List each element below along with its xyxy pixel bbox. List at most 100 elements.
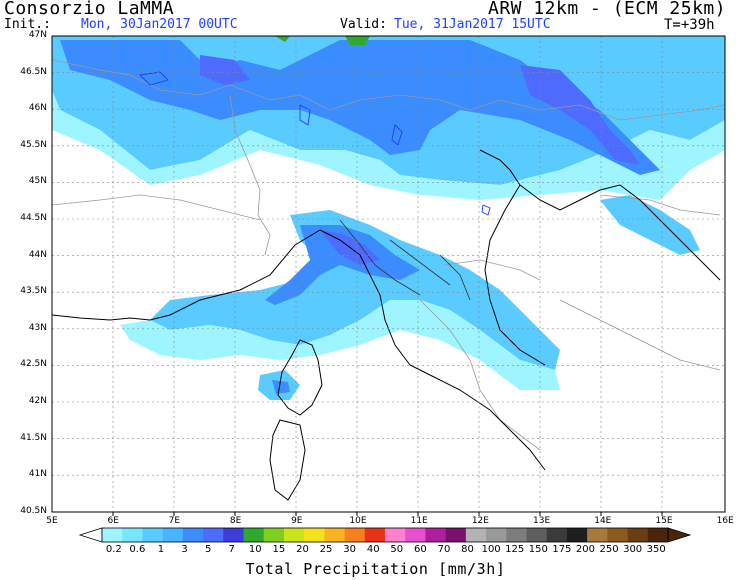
lat-tick-label: 43.5N [20, 286, 47, 297]
colorbar-label: 3 [181, 544, 188, 555]
colorbar-label: 100 [481, 544, 501, 555]
colorbar-label: 40 [366, 544, 380, 555]
colorbar-swatch [405, 528, 426, 542]
header-model-title: ARW 12km - (ECM 25km) [488, 0, 727, 19]
colorbar-swatch [142, 528, 163, 542]
country-borders [52, 59, 725, 451]
lon-tick-label: 13E [533, 516, 551, 526]
colorbar-label: 250 [599, 544, 619, 555]
precip-corsica-core [272, 380, 290, 394]
lat-tick-label: 40.5N [20, 505, 47, 516]
lon-tick-label: 16E [716, 516, 734, 526]
lon-tick-label: 6E [107, 516, 119, 526]
lat-tick-label: 46.5N [20, 66, 47, 77]
lat-tick-label: 47N [28, 30, 47, 40]
colorbar-label: 175 [552, 544, 572, 555]
colorbar-label: 1 [157, 544, 165, 555]
colorbar-swatch [263, 528, 285, 542]
colorbar [78, 527, 692, 543]
colorbar-label: 0.6 [129, 544, 146, 555]
forecast-timestep: T=+39h [664, 17, 715, 33]
colorbar-swatch [122, 528, 143, 542]
colorbar-swatch [102, 528, 123, 542]
colorbar-swatch [243, 528, 265, 542]
colorbar-label: 25 [319, 544, 333, 555]
colorbar-swatch [344, 528, 366, 542]
colorbar-swatch [182, 528, 204, 542]
colorbar-swatch [546, 528, 568, 542]
colorbar-label: 5 [204, 544, 212, 555]
colorbar-swatch [324, 528, 345, 542]
lat-tick-label: 41.5N [20, 432, 47, 443]
lakes [139, 71, 491, 216]
colorbar-title: Total Precipitation [mm/3h] [245, 560, 506, 578]
colorbar-swatch [223, 528, 244, 542]
colorbar-swatch [425, 528, 446, 542]
valid-label: Valid: [340, 17, 387, 32]
graticule [52, 36, 725, 512]
colorbar-swatch [607, 528, 628, 542]
init-label: Init.: [4, 17, 51, 32]
colorbar-swatch [506, 528, 527, 542]
colorbar-swatch [445, 528, 467, 542]
lat-tick-label: 42N [28, 396, 47, 406]
precip-alps-light [52, 90, 725, 200]
lat-tick-label: 43N [28, 322, 47, 333]
colorbar-swatch [486, 528, 507, 542]
colorbar-label: 70 [437, 544, 451, 555]
lat-tick-label: 45.5N [20, 139, 47, 150]
lon-tick-label: 8E [229, 516, 242, 526]
colorbar-frame [101, 527, 669, 543]
colorbar-swatch [304, 528, 325, 542]
lat-tick-label: 42.5N [20, 359, 47, 370]
colorbar-label: 30 [343, 544, 356, 555]
precip-green-patch [275, 36, 370, 45]
lon-tick-label: 15E [655, 516, 673, 526]
precip-apennines-core [265, 225, 420, 305]
colorbar-swatch [203, 528, 224, 542]
colorbar-swatch [465, 528, 487, 542]
precipitation-areas [52, 36, 725, 400]
colorbar-label: 125 [505, 544, 525, 555]
lon-tick-label: 9E [291, 516, 303, 526]
lat-tick-label: 46N [28, 103, 47, 114]
colorbar-label: 7 [228, 544, 235, 555]
lon-tick-label: 14E [594, 516, 612, 526]
colorbar-swatch [162, 528, 184, 542]
lon-tick-label: 7E [168, 516, 181, 526]
colorbar-swatch [385, 528, 406, 542]
lon-tick-label: 11E [410, 516, 428, 526]
colorbar-high-arrow [667, 527, 692, 543]
lat-tick-label: 44N [28, 249, 47, 260]
colorbar-label: 150 [528, 544, 548, 555]
colorbar-label: 50 [390, 544, 404, 555]
colorbar-label: 20 [296, 544, 309, 555]
precip-apennines-light [120, 300, 560, 390]
colorbar-label: 10 [248, 544, 262, 555]
header-org-title: Consorzio LaMMA [4, 0, 175, 19]
lon-tick-label: 12E [471, 516, 489, 526]
lat-tick-label: 41N [28, 469, 47, 480]
coastlines [52, 149, 721, 501]
colorbar-swatch [526, 528, 548, 542]
region-borders [339, 219, 471, 301]
colorbar-label: 350 [646, 544, 666, 555]
precip-apennines [150, 210, 560, 370]
colorbar-label: 0.2 [105, 544, 122, 555]
precip-alps-heavy [200, 55, 640, 165]
lat-tick-label: 44.5N [20, 213, 47, 223]
lon-tick-label: 10E [349, 516, 367, 526]
colorbar-label: 200 [575, 544, 595, 555]
init-value: Mon, 30Jan2017 00UTC [81, 17, 238, 32]
colorbar-label: 60 [414, 544, 427, 555]
colorbar-swatch [283, 528, 305, 542]
colorbar-swatch [566, 528, 588, 542]
colorbar-label: 300 [623, 544, 643, 555]
colorbar-swatch [647, 528, 669, 542]
lat-tick-label: 45N [28, 176, 47, 187]
map-frame [51, 35, 726, 513]
lon-tick-label: 5E [46, 516, 58, 526]
colorbar-label: 15 [272, 544, 286, 555]
map-ticks [112, 512, 663, 516]
colorbar-swatch [587, 528, 608, 542]
